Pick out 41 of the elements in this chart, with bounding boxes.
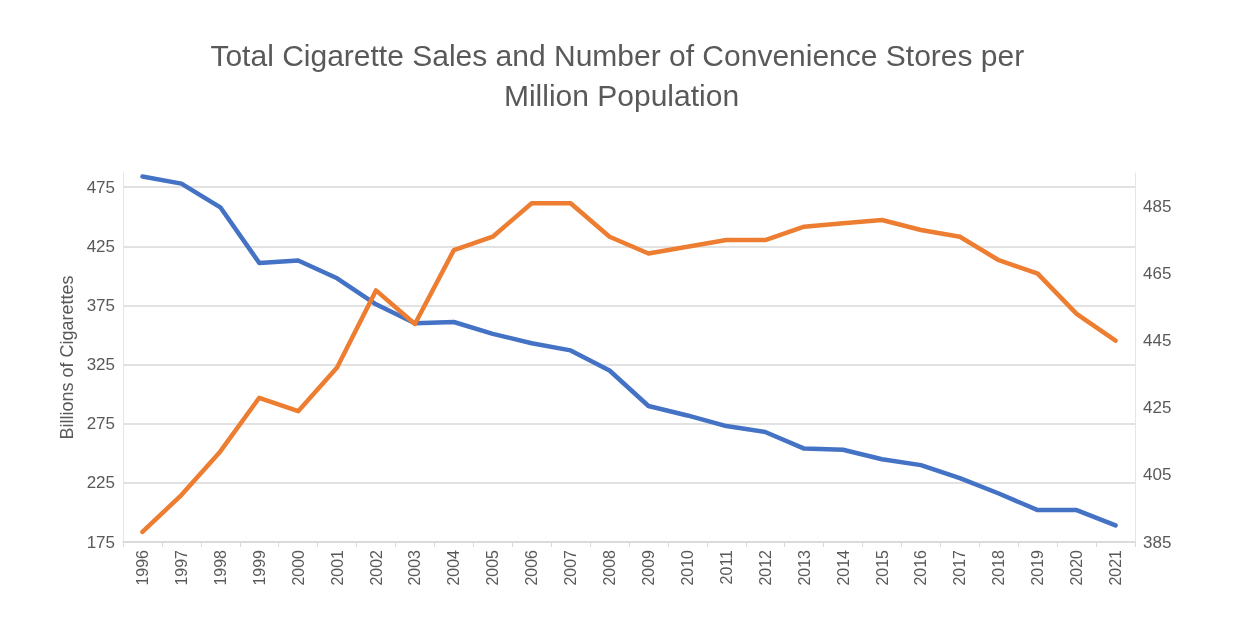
y2-tick-label: 425 — [1143, 398, 1172, 418]
y-tick-label: 225 — [86, 473, 115, 493]
x-tick-label: 2020 — [1068, 549, 1086, 586]
x-tick-label: 2013 — [795, 549, 813, 586]
x-tick-label: 2021 — [1107, 549, 1125, 586]
x-tick-label: 2010 — [678, 549, 696, 586]
x-tick-label: 2003 — [406, 549, 424, 586]
y2-tick-label: 405 — [1143, 465, 1172, 485]
x-tick-label: 2016 — [912, 549, 930, 586]
y-axis-title: Billions of Cigarettes — [56, 275, 77, 440]
y2-tick-label: 485 — [1143, 197, 1172, 217]
y2-tick-label: 385 — [1143, 532, 1172, 552]
x-tick-label: 1999 — [250, 549, 268, 586]
x-tick-label: 2017 — [951, 549, 969, 586]
y-tick-label: 425 — [86, 236, 115, 256]
x-tick-label: 2008 — [601, 549, 619, 586]
x-tick-label: 1996 — [133, 549, 151, 586]
y-tick-label: 325 — [86, 355, 115, 375]
x-tick-label: 2019 — [1029, 549, 1047, 586]
x-tick-label: 2000 — [289, 549, 307, 586]
x-tick-label: 2006 — [523, 549, 541, 586]
y2-tick-label: 445 — [1143, 331, 1172, 351]
x-tick-label: 2005 — [484, 549, 502, 586]
y-tick-label: 175 — [86, 532, 115, 552]
x-tick-label: 2018 — [990, 549, 1008, 586]
y-tick-label: 475 — [86, 177, 115, 197]
x-tick-label: 2004 — [445, 549, 463, 586]
y2-tick-label: 465 — [1143, 264, 1172, 284]
x-tick-label: 2011 — [717, 549, 735, 585]
x-tick-label: 2012 — [756, 549, 774, 586]
x-tick-label: 1998 — [211, 549, 229, 586]
x-tick-label: 2007 — [562, 549, 580, 586]
y-tick-label: 275 — [86, 414, 115, 434]
x-tick-label: 2009 — [639, 549, 657, 586]
chart-title: Total Cigarette Sales and Number of Convenience Stores per Million Population — [210, 38, 1033, 112]
x-tick-label: 1997 — [172, 549, 190, 586]
x-tick-label: 2002 — [367, 549, 385, 586]
y-tick-label: 375 — [86, 295, 115, 315]
x-tick-label: 2014 — [834, 549, 852, 586]
x-tick-label: 2015 — [873, 549, 891, 586]
x-tick-label: 2001 — [328, 549, 346, 586]
